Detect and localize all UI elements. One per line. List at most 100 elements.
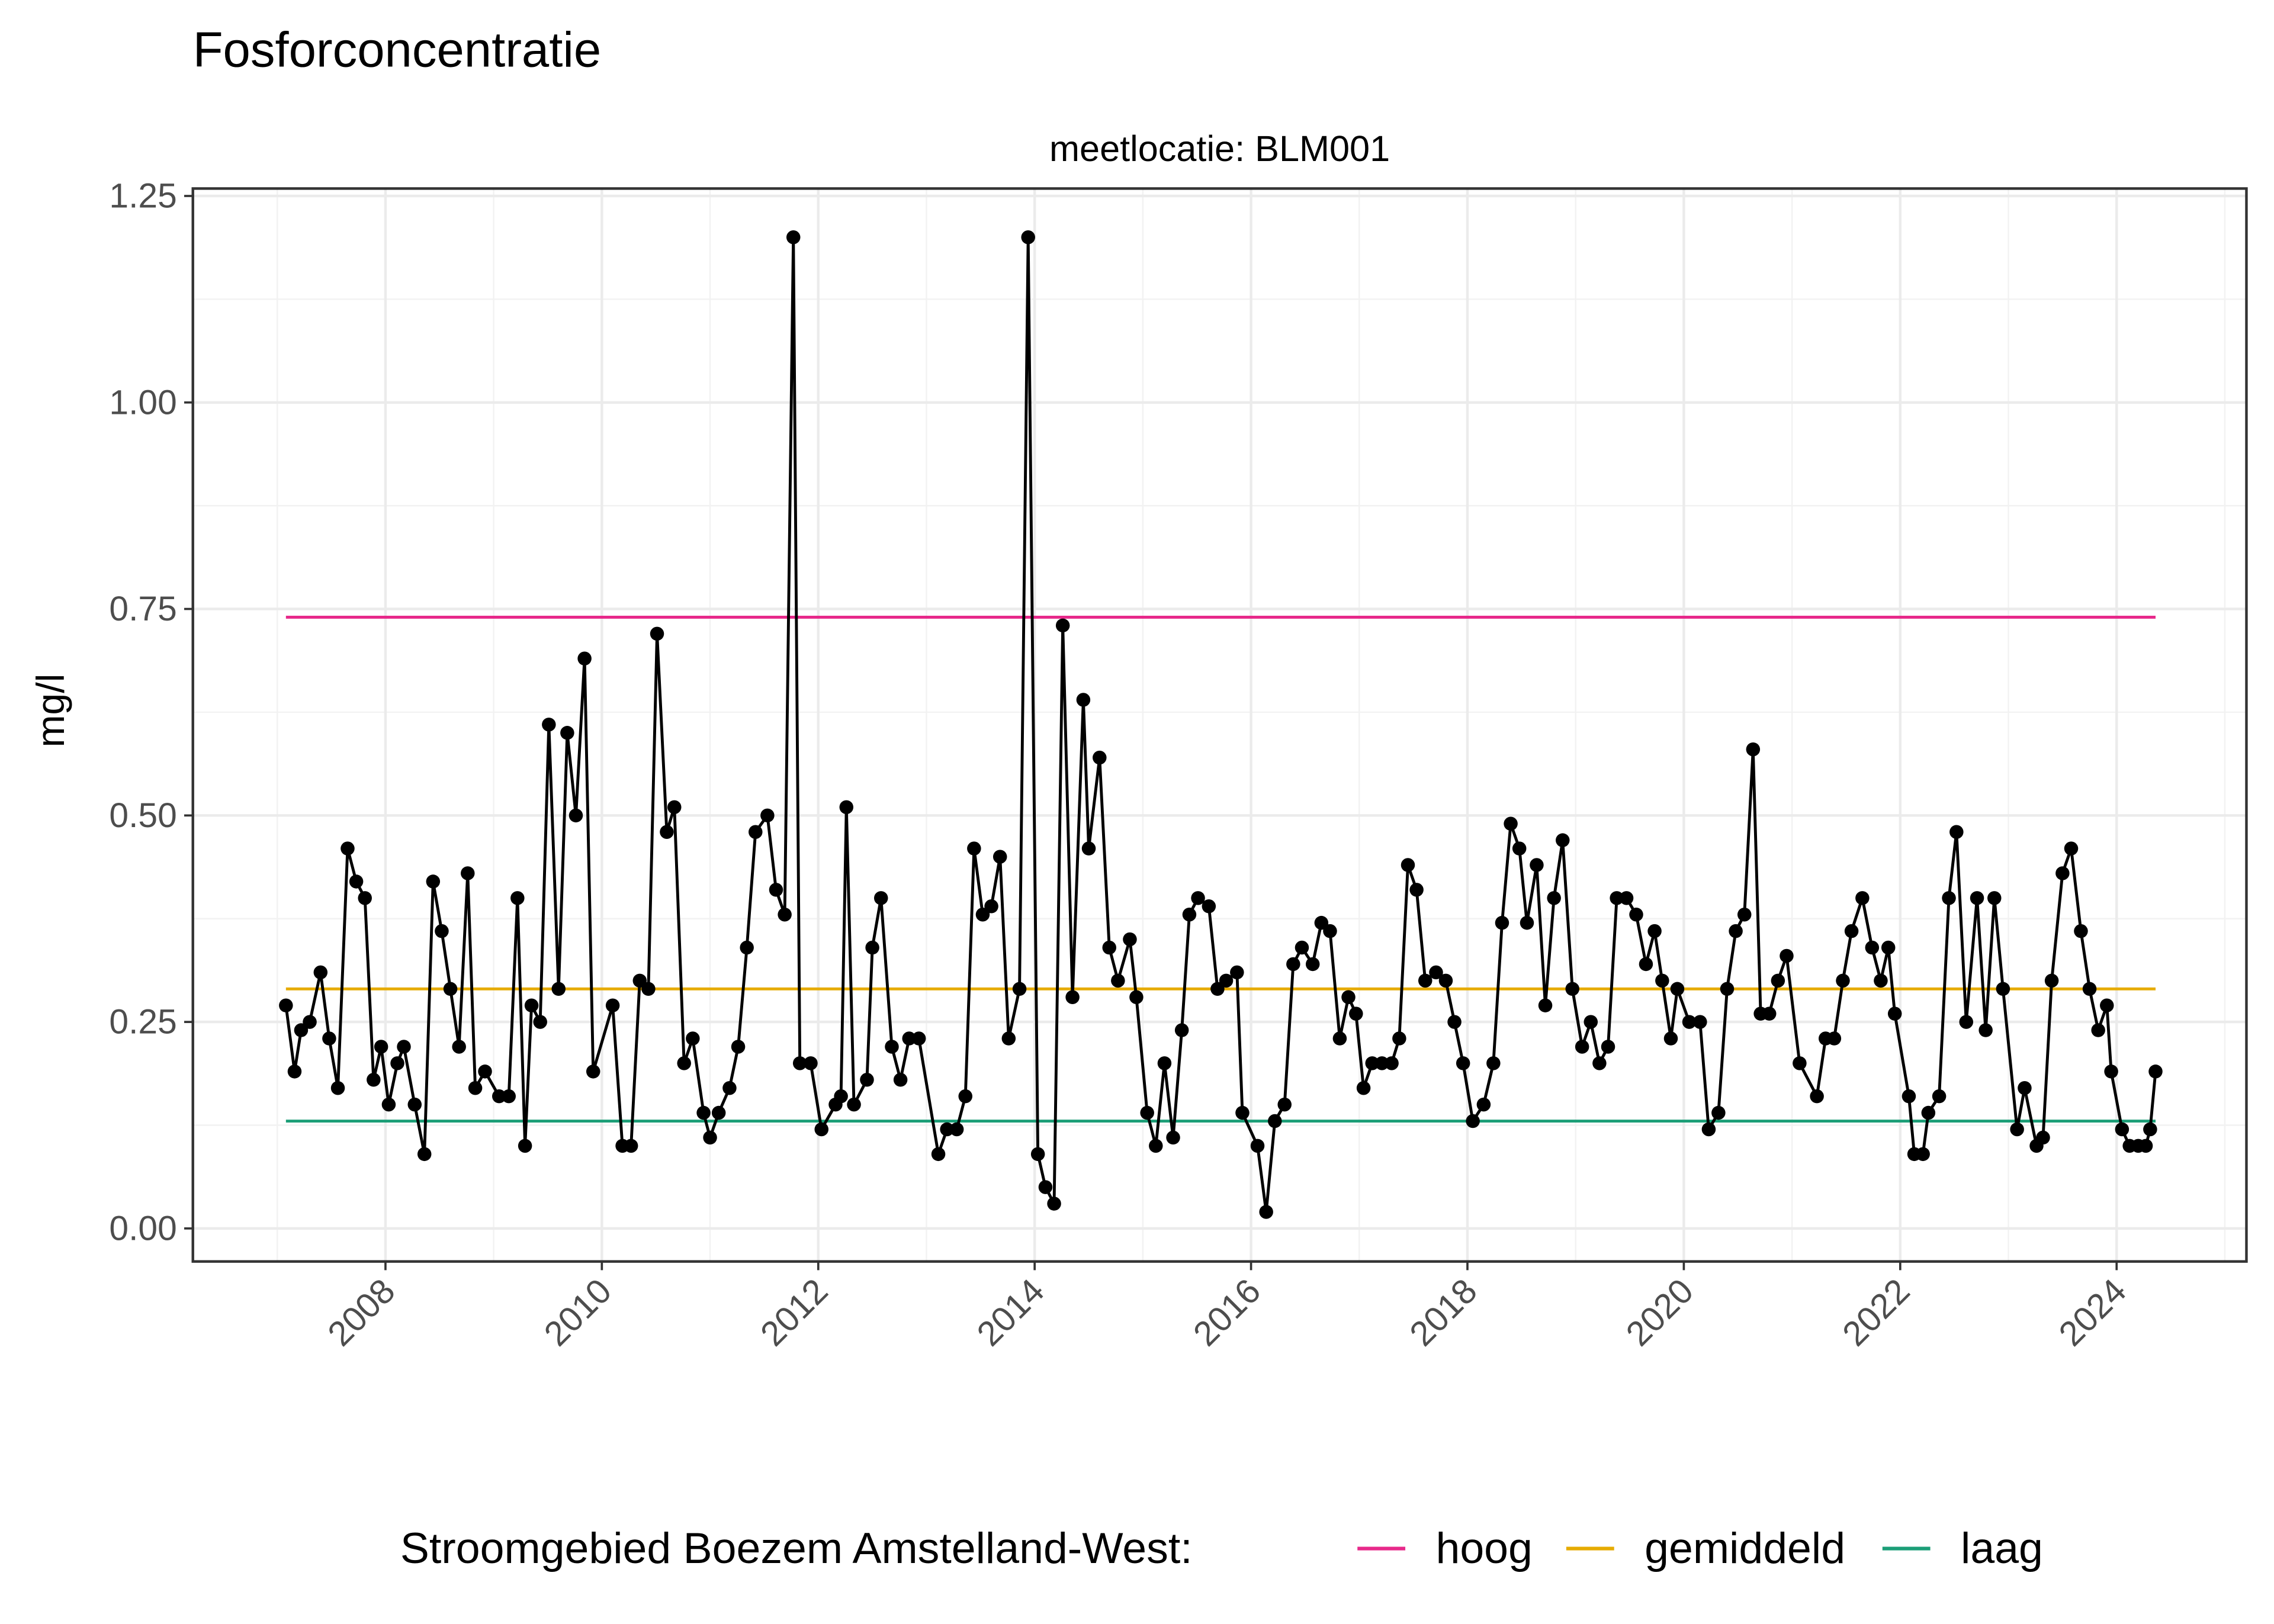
y-tick-label: 0.00 bbox=[109, 1209, 176, 1247]
data-point bbox=[2115, 1122, 2130, 1137]
data-point bbox=[792, 1056, 807, 1070]
data-point bbox=[2143, 1122, 2157, 1137]
data-point bbox=[605, 998, 620, 1012]
data-point bbox=[1902, 1089, 1916, 1104]
data-point bbox=[1887, 1006, 1902, 1021]
data-point bbox=[1827, 1031, 1842, 1046]
data-point bbox=[902, 1031, 916, 1046]
data-point bbox=[568, 808, 583, 823]
data-point bbox=[2010, 1122, 2024, 1137]
data-point bbox=[1663, 1031, 1678, 1046]
data-point bbox=[641, 982, 656, 996]
data-point bbox=[1140, 1105, 1154, 1120]
data-point bbox=[865, 940, 879, 955]
data-point bbox=[1495, 915, 1509, 930]
data-point bbox=[1844, 924, 1859, 938]
legend-label: gemiddeld bbox=[1645, 1523, 1845, 1572]
data-point bbox=[1682, 1015, 1697, 1029]
data-point bbox=[931, 1147, 946, 1162]
data-point bbox=[1202, 899, 1216, 914]
data-point bbox=[1762, 1006, 1777, 1021]
data-point bbox=[2036, 1130, 2050, 1145]
data-point bbox=[686, 1031, 700, 1046]
data-point bbox=[873, 891, 888, 905]
data-point bbox=[560, 726, 574, 740]
data-point bbox=[1149, 1139, 1163, 1153]
data-point bbox=[1111, 973, 1125, 988]
data-point bbox=[893, 1073, 908, 1087]
data-point bbox=[1670, 982, 1685, 996]
data-point bbox=[341, 841, 355, 856]
data-point bbox=[1365, 1056, 1379, 1070]
data-point bbox=[367, 1073, 381, 1087]
data-point bbox=[834, 1089, 848, 1104]
data-point bbox=[1418, 973, 1433, 988]
data-point bbox=[294, 1023, 309, 1037]
data-point bbox=[1720, 982, 1735, 996]
y-tick-label: 0.50 bbox=[109, 796, 176, 835]
data-point bbox=[322, 1031, 336, 1046]
data-point bbox=[711, 1105, 726, 1120]
data-point bbox=[1737, 907, 1752, 922]
data-point bbox=[1959, 1015, 1974, 1029]
data-point bbox=[1647, 924, 1662, 938]
data-point bbox=[1476, 1097, 1491, 1112]
data-point bbox=[1341, 990, 1356, 1005]
data-point bbox=[2091, 1023, 2105, 1037]
data-point bbox=[1701, 1122, 1716, 1137]
data-point bbox=[426, 874, 441, 889]
data-point bbox=[1001, 1031, 1016, 1046]
data-point bbox=[1949, 825, 1964, 839]
data-point bbox=[786, 230, 801, 245]
data-point bbox=[847, 1097, 861, 1112]
data-point bbox=[1978, 1023, 1993, 1037]
data-point bbox=[1286, 957, 1300, 972]
data-point bbox=[967, 841, 981, 856]
data-point bbox=[381, 1097, 396, 1112]
data-point bbox=[2064, 841, 2079, 856]
data-point bbox=[1855, 891, 1870, 905]
data-point bbox=[1504, 816, 1518, 831]
y-tick-label: 0.75 bbox=[109, 590, 176, 628]
data-point bbox=[417, 1147, 432, 1162]
data-point bbox=[975, 907, 990, 922]
data-point bbox=[1584, 1015, 1598, 1029]
data-point bbox=[443, 982, 458, 996]
data-point bbox=[468, 1080, 483, 1095]
data-point bbox=[1305, 957, 1320, 972]
data-point bbox=[524, 998, 539, 1012]
data-point bbox=[1556, 833, 1570, 847]
data-point bbox=[1575, 1040, 1589, 1054]
facet-label: meetlocatie: BLM001 bbox=[1049, 128, 1390, 169]
data-point bbox=[1530, 858, 1544, 872]
data-point bbox=[2104, 1065, 2118, 1079]
data-point bbox=[518, 1139, 532, 1153]
data-point bbox=[993, 850, 1007, 864]
data-point bbox=[542, 718, 556, 732]
data-point bbox=[778, 907, 792, 922]
data-point bbox=[1486, 1056, 1501, 1070]
data-point bbox=[303, 1015, 317, 1029]
data-point bbox=[1374, 1056, 1389, 1070]
data-point bbox=[1619, 891, 1634, 905]
data-point bbox=[1250, 1139, 1265, 1153]
data-point bbox=[731, 1040, 746, 1054]
data-point bbox=[1601, 1040, 1615, 1054]
legend-label: hoog bbox=[1435, 1523, 1532, 1572]
data-point bbox=[461, 866, 475, 880]
legend-title: Stroomgebied Boezem Amstelland-West: bbox=[400, 1523, 1193, 1572]
data-point bbox=[533, 1015, 547, 1029]
data-point bbox=[1047, 1197, 1061, 1211]
data-point bbox=[1970, 891, 1984, 905]
data-point bbox=[1942, 891, 1956, 905]
data-point bbox=[911, 1031, 926, 1046]
data-point bbox=[1065, 990, 1080, 1005]
data-point bbox=[1123, 932, 1137, 947]
data-point bbox=[660, 825, 674, 839]
data-point bbox=[452, 1040, 466, 1054]
data-point bbox=[2018, 1080, 2032, 1095]
data-point bbox=[1385, 1056, 1399, 1070]
data-point bbox=[1230, 965, 1244, 980]
